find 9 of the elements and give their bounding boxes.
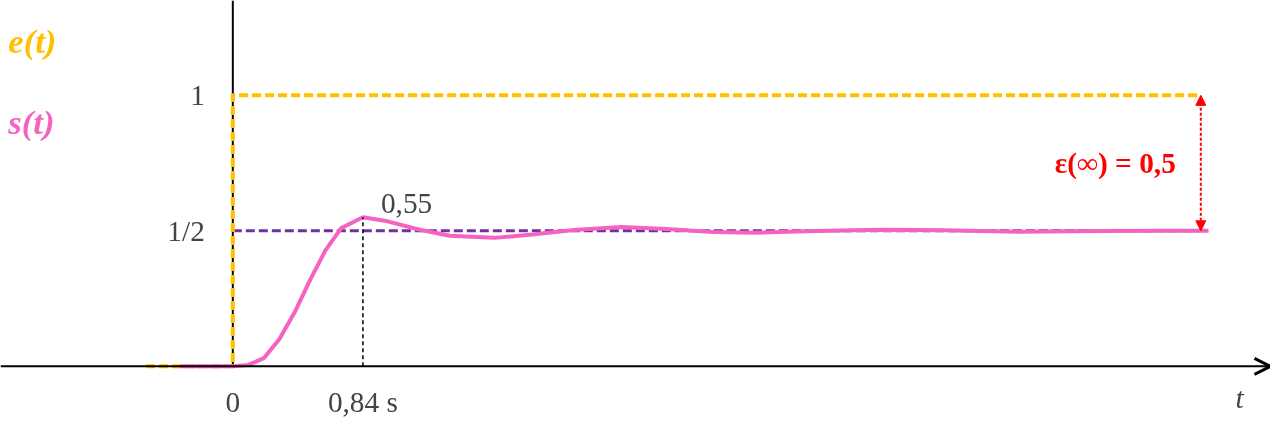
x-axis-title: t [1235,382,1245,415]
x-tick-label: 0,84 s [327,386,398,419]
text: s(t) [7,103,55,143]
y-tick-label: 1/2 [167,214,205,247]
annotation: 0,55 [380,186,433,219]
x-tick-label: 0 [225,386,241,419]
text: e(t) [8,22,57,62]
y-tick-label: 1 [190,79,205,112]
annotation: ε(∞) = 0,5 [1054,147,1176,181]
